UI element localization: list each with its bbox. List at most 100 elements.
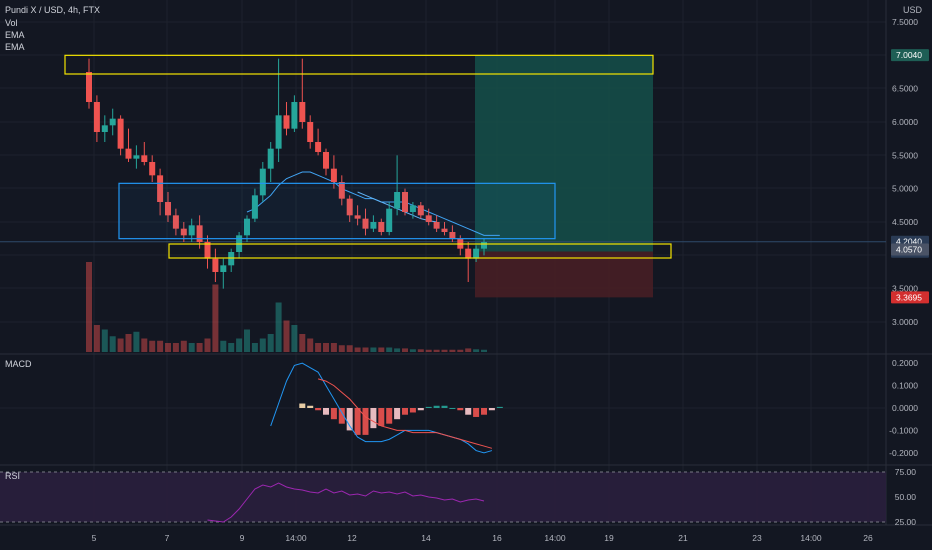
candle-body <box>149 162 156 176</box>
candle-body <box>409 205 416 212</box>
rsi-pane <box>0 471 886 523</box>
candle <box>425 208 432 226</box>
candle-body <box>481 242 487 249</box>
candle-body <box>172 215 179 229</box>
volume-bar <box>402 348 408 352</box>
price-tick: 4.5000 <box>892 217 918 227</box>
candle <box>259 162 266 202</box>
time-tick: 23 <box>752 533 762 543</box>
macd-histogram-bar <box>473 408 480 417</box>
candle-body <box>196 225 203 242</box>
candle-body <box>425 215 432 222</box>
candle <box>481 238 487 256</box>
volume-bar <box>409 349 416 352</box>
candle <box>338 175 345 206</box>
indicator-ema2-label[interactable]: EMA <box>5 42 25 52</box>
candle-body <box>86 72 92 102</box>
candle-body <box>220 265 227 272</box>
volume-bar <box>299 334 306 352</box>
volume-bar <box>228 343 235 352</box>
volume-bar <box>338 345 345 352</box>
candle-body <box>275 115 282 149</box>
candle <box>86 58 92 109</box>
price-tick: 6.0000 <box>892 117 918 127</box>
macd-histogram-bar <box>457 408 464 411</box>
macd-signal-line <box>317 378 493 449</box>
macd-histogram-bar <box>338 408 345 424</box>
candle <box>165 192 171 222</box>
candle-body <box>378 222 385 232</box>
macd-histogram-bar <box>378 408 385 426</box>
candle <box>109 108 116 136</box>
candle-body <box>362 218 369 229</box>
volume-bar <box>433 349 440 352</box>
candle <box>157 168 164 216</box>
macd-tick: -0.2000 <box>889 448 918 458</box>
indicator-ema-label[interactable]: EMA <box>5 30 25 40</box>
grid-lines <box>0 0 932 526</box>
loss-zone <box>475 251 653 298</box>
candle-body <box>323 152 329 169</box>
candle-body <box>259 168 266 196</box>
candle-body <box>291 102 298 129</box>
candle <box>354 205 361 226</box>
candle-body <box>141 155 148 162</box>
symbol-title: Pundi X / USD, 4h, FTX <box>5 5 101 15</box>
time-tick: 5 <box>92 533 97 543</box>
candle <box>196 215 203 249</box>
candle-body <box>93 102 100 132</box>
volume-bar <box>425 349 432 352</box>
candle-body <box>315 142 322 152</box>
macd-label[interactable]: MACD <box>5 359 32 369</box>
volume-bar <box>165 343 171 352</box>
volume-bar <box>307 338 314 352</box>
time-tick: 14:00 <box>285 533 307 543</box>
volume-bar <box>370 347 377 352</box>
macd-histogram-bar <box>417 408 424 411</box>
candle-body <box>338 182 345 199</box>
candle-body <box>267 148 274 169</box>
candle <box>267 142 274 182</box>
time-tick: 21 <box>678 533 688 543</box>
price-tick: 3.0000 <box>892 317 918 327</box>
candle-body <box>417 205 424 216</box>
macd-histogram-bar <box>402 408 408 415</box>
volume-bar <box>386 347 393 352</box>
candle <box>93 95 100 142</box>
volume-bar <box>125 334 132 352</box>
macd-histogram-bar <box>433 405 440 408</box>
volume-bar <box>180 340 187 352</box>
rsi-tick: 50.00 <box>895 492 917 502</box>
candle-body <box>473 248 480 259</box>
stop-price-badge-bg <box>891 291 929 304</box>
drawn-zones[interactable] <box>64 54 672 259</box>
current-price-badge: 4.2040 <box>896 237 922 247</box>
candle-body <box>251 195 258 219</box>
candle-body <box>157 175 164 202</box>
target-price-badge: 7.0040 <box>896 50 922 60</box>
candle-body <box>204 242 211 259</box>
rsi-label[interactable]: RSI <box>5 471 21 481</box>
candle <box>409 202 416 219</box>
volume-bar <box>441 349 448 352</box>
rsi-tick: 25.00 <box>895 517 917 527</box>
macd-histogram-bar <box>323 408 329 415</box>
candle-body <box>165 202 171 216</box>
macd-tick: 0.0000 <box>892 403 918 413</box>
indicator-vol-label[interactable]: Vol <box>5 18 18 28</box>
macd-tick: 0.2000 <box>892 358 918 368</box>
candle <box>291 95 298 132</box>
volume-bar <box>315 343 322 352</box>
macd-histogram-bar <box>386 408 393 424</box>
macd-histogram-bar <box>465 408 472 415</box>
time-tick: 26 <box>863 533 873 543</box>
candle <box>117 115 124 156</box>
volume-bar <box>251 343 258 352</box>
macd-histogram-bar <box>441 405 448 408</box>
entry-price-badge-bg <box>891 243 929 256</box>
macd-histogram-bar <box>496 406 503 408</box>
candle-body <box>283 115 290 129</box>
macd-histogram-bar <box>370 408 377 429</box>
